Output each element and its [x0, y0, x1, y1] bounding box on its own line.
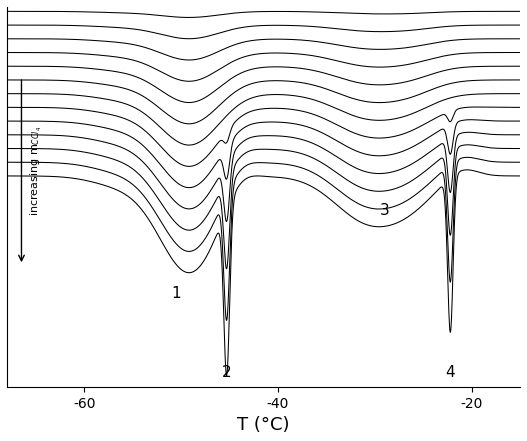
Text: increasing m$_{CCl_4}$: increasing m$_{CCl_4}$ [29, 126, 44, 216]
X-axis label: T (°C): T (°C) [237, 416, 290, 434]
Text: 4: 4 [445, 365, 455, 380]
Text: 1: 1 [172, 286, 181, 301]
Text: 3: 3 [379, 203, 389, 218]
Text: 2: 2 [222, 365, 231, 380]
